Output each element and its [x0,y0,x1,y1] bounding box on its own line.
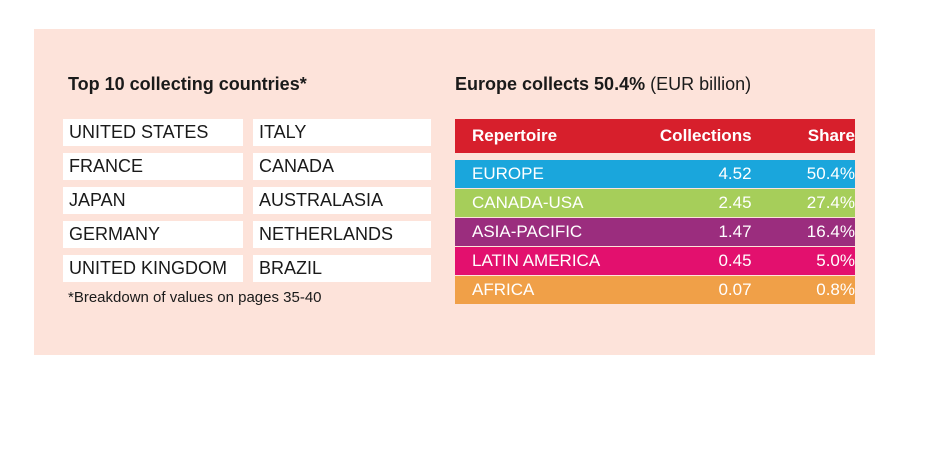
table-row: EUROPE 4.52 50.4% [455,160,855,188]
country-cell: FRANCE [63,153,243,180]
countries-grid: UNITED STATES ITALY FRANCE CANADA JAPAN … [63,119,431,282]
country-cell: GERMANY [63,221,243,248]
table-row: ASIA-PACIFIC 1.47 16.4% [455,218,855,246]
country-cell: AUSTRALASIA [253,187,431,214]
table-header-row: Repertoire Collections Share [455,119,855,153]
row-collections: 0.07 [718,280,752,299]
country-cell: UNITED KINGDOM [63,255,243,282]
row-share: 27.4% [806,193,855,212]
row-repertoire: LATIN AMERICA [472,251,601,270]
header-collections: Collections [659,126,752,145]
country-cell: JAPAN [63,187,243,214]
country-cell: UNITED STATES [63,119,243,146]
row-repertoire: EUROPE [472,164,544,183]
country-cell: CANADA [253,153,431,180]
header-share: Share [807,126,855,145]
row-share: 50.4% [806,164,855,183]
table-row: CANADA-USA 2.45 27.4% [455,189,855,217]
row-repertoire: ASIA-PACIFIC [472,222,583,241]
row-collections: 0.45 [718,251,752,270]
title-bold-part: Europe collects 50.4% [455,74,646,94]
footnote: *Breakdown of values on pages 35-40 [68,289,322,306]
country-cell: NETHERLANDS [253,221,431,248]
row-collections: 1.47 [718,222,752,241]
title-units-part: (EUR billion) [645,74,752,94]
table-row: LATIN AMERICA 0.45 5.0% [455,247,855,275]
country-cell: ITALY [253,119,431,146]
top-countries-title: Top 10 collecting countries* [68,74,307,94]
country-cell: BRAZIL [253,255,431,282]
row-share: 5.0% [816,251,855,270]
row-share: 0.8% [816,280,855,299]
row-share: 16.4% [806,222,855,241]
row-repertoire: CANADA-USA [472,193,584,212]
row-collections: 4.52 [718,164,752,183]
repertoire-table: Repertoire Collections Share EUROPE 4.52… [455,119,855,305]
header-repertoire: Repertoire [472,126,558,145]
table-row: AFRICA 0.07 0.8% [455,276,855,304]
row-collections: 2.45 [718,193,752,212]
europe-collects-title: Europe collects 50.4% (EUR billion) [455,74,751,95]
row-repertoire: AFRICA [472,280,535,299]
